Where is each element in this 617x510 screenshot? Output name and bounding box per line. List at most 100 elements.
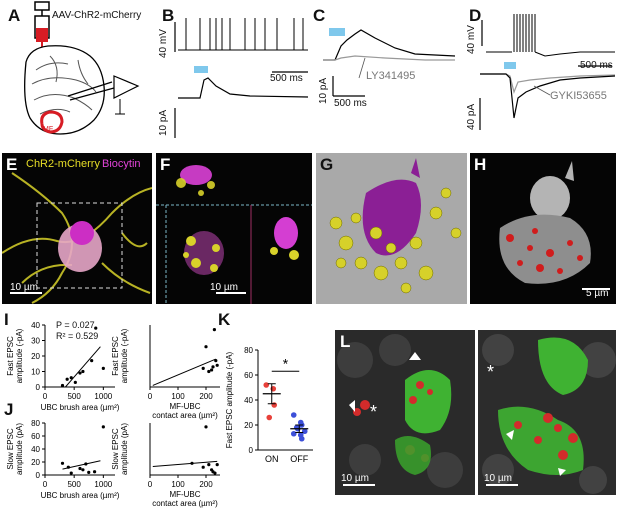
x-category-label: OFF xyxy=(290,454,308,464)
x-tick-label: 0 xyxy=(148,392,153,401)
b-scale-mv: 40 mV xyxy=(158,29,169,58)
data-point xyxy=(73,380,77,384)
b-scale-ms: 500 ms xyxy=(270,73,303,84)
data-point xyxy=(290,430,297,437)
x-tick-label: 0 xyxy=(43,480,48,489)
x-axis-label: UBC brush area (µm²) xyxy=(41,403,120,412)
data-point xyxy=(78,466,82,471)
panel-h-image xyxy=(470,153,616,304)
data-point xyxy=(271,402,278,408)
data-point xyxy=(212,328,216,332)
data-point xyxy=(78,371,82,375)
y-tick-label: 0 xyxy=(36,383,41,392)
panel-label-j: J xyxy=(4,400,14,419)
x-axis-label: UBC brush area (µm²) xyxy=(41,491,120,500)
data-point xyxy=(301,428,308,435)
d-scale-pa: 40 pA xyxy=(466,103,477,130)
panel-label-f: F xyxy=(160,155,171,174)
l-scale-left: 10 µm xyxy=(341,473,369,484)
x-axis-label-2: contact area (µm²) xyxy=(152,499,218,508)
e-label-chr2: ChR2-mCherry xyxy=(26,158,100,170)
d-scale-mv: 40 mV xyxy=(466,25,477,54)
x-tick-label: 200 xyxy=(199,480,213,489)
y-tick-label: 10 xyxy=(31,368,40,377)
panel-l-image-left xyxy=(335,330,475,495)
data-point xyxy=(263,382,270,388)
panel-b-traces xyxy=(174,18,309,138)
f-scale: 10 µm xyxy=(210,282,238,293)
y-axis-label-1: Fast EPSC xyxy=(111,336,120,376)
y-tick-label: 0 xyxy=(36,471,41,480)
y-tick-label: 20 xyxy=(31,352,40,361)
data-point xyxy=(60,383,65,388)
significance-star: * xyxy=(283,355,289,371)
data-point xyxy=(201,465,205,469)
data-point xyxy=(204,345,208,349)
data-point xyxy=(81,468,85,472)
panel-label-k: K xyxy=(218,310,231,329)
y-axis-label-2: amplitude (-pA) xyxy=(120,328,129,383)
data-point xyxy=(101,425,105,429)
panel-label-c: C xyxy=(313,6,326,25)
y-axis-label-2: amplitude (pA) xyxy=(15,423,24,475)
y-tick-label: 60 xyxy=(244,371,253,380)
mf-label: MF xyxy=(43,126,54,133)
fit-line xyxy=(62,460,101,470)
panel-label-d: D xyxy=(469,6,482,25)
y-tick-label: 60 xyxy=(31,432,40,441)
data-point xyxy=(298,435,305,442)
x-tick-label: 100 xyxy=(171,392,185,401)
data-point xyxy=(94,326,98,330)
data-point xyxy=(81,369,85,374)
data-point xyxy=(101,366,105,370)
y-tick-label: 80 xyxy=(31,419,40,428)
x-tick-label: 1000 xyxy=(94,480,112,489)
i-p-value: P = 0.027 xyxy=(56,320,95,330)
e-label-biocytin: Biocytin xyxy=(102,158,141,170)
panel-label-b: B xyxy=(162,6,175,25)
fit-line xyxy=(65,346,101,388)
c-scale-pa: 10 pA xyxy=(318,77,329,104)
x-axis-label-2: contact area (µm²) xyxy=(152,411,218,420)
y-tick-label: 40 xyxy=(31,321,40,330)
h-scale: 5 µm xyxy=(586,288,609,299)
d-scale-ms: 500 ms xyxy=(580,60,613,71)
y-axis-label-1: Slow EPSC xyxy=(111,428,120,470)
panel-a-schematic xyxy=(24,1,140,135)
data-point xyxy=(201,366,205,370)
x-axis-label-1: MF-UBC xyxy=(169,402,200,411)
panel-label-a: A xyxy=(8,6,21,25)
data-point xyxy=(65,377,69,381)
l-scale-right: 10 µm xyxy=(484,473,512,484)
data-point xyxy=(215,463,219,467)
x-tick-label: 500 xyxy=(67,480,81,489)
y-tick-label: 30 xyxy=(31,337,40,346)
panel-d-traces xyxy=(479,14,616,130)
x-tick-label: 200 xyxy=(199,392,213,401)
y-axis-label: Fast EPSC amplitude (-pA) xyxy=(225,351,234,448)
data-point xyxy=(69,471,73,475)
b-scale-pa: 10 pA xyxy=(158,109,169,136)
data-point xyxy=(92,470,97,474)
data-point xyxy=(211,365,215,369)
x-tick-label: 500 xyxy=(67,392,81,401)
data-point xyxy=(69,376,73,380)
data-point xyxy=(215,363,219,367)
panel-label-h: H xyxy=(474,155,487,174)
panel-label-g: G xyxy=(320,155,334,174)
c-scale-ms: 500 ms xyxy=(334,98,367,109)
data-point xyxy=(90,359,94,363)
x-tick-label: 0 xyxy=(43,392,48,401)
y-tick-label: 80 xyxy=(244,346,253,355)
data-point xyxy=(87,470,91,474)
y-tick-label: 40 xyxy=(244,396,253,405)
data-point xyxy=(204,425,208,429)
panel-l-image-right xyxy=(478,330,616,495)
x-tick-label: 1000 xyxy=(94,392,112,401)
virus-label: AAV-ChR2-mCherry xyxy=(52,10,142,21)
y-tick-label: 40 xyxy=(31,445,40,454)
x-tick-label: 100 xyxy=(171,480,185,489)
e-scale: 10 µm xyxy=(10,282,38,293)
panel-label-e: E xyxy=(6,155,18,174)
